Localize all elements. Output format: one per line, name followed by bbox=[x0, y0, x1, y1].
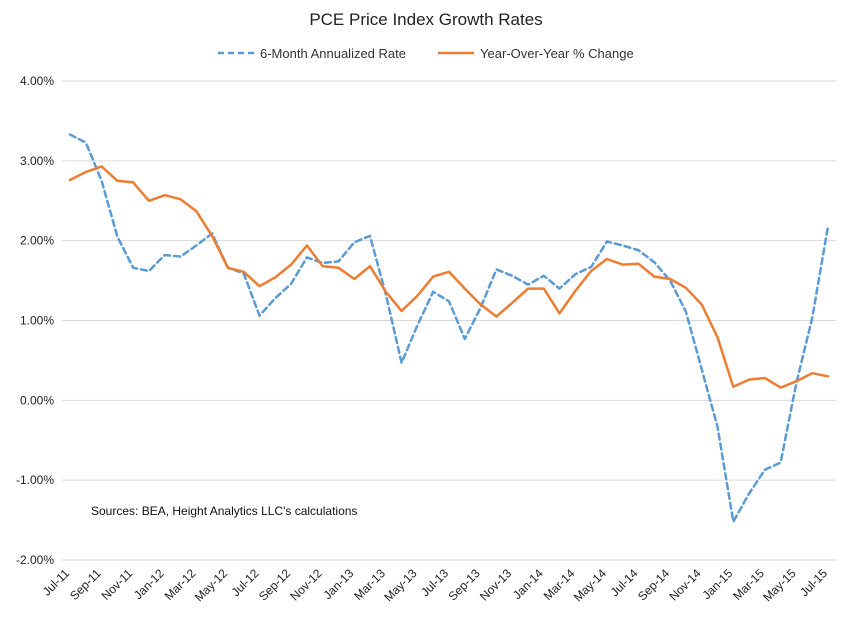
legend-label-yoy: Year-Over-Year % Change bbox=[480, 46, 634, 61]
y-tick-label: -2.00% bbox=[16, 553, 54, 567]
legend: 6-Month Annualized Rate Year-Over-Year %… bbox=[218, 46, 634, 61]
y-tick-label: 1.00% bbox=[20, 314, 54, 328]
x-tick-label: May-13 bbox=[381, 566, 419, 604]
x-tick-label: Nov-13 bbox=[477, 566, 514, 603]
x-tick-label: Nov-12 bbox=[288, 566, 325, 603]
x-tick-label: Jan-12 bbox=[131, 566, 167, 602]
y-axis: 4.00% 3.00% 2.00% 1.00% 0.00% -1.00% -2.00% bbox=[16, 74, 54, 567]
x-tick-label: Mar-12 bbox=[162, 566, 199, 603]
x-tick-label: Nov-11 bbox=[99, 566, 136, 603]
x-tick-label: Jan-14 bbox=[510, 566, 546, 602]
x-tick-label: Jan-15 bbox=[700, 566, 736, 602]
x-tick-label: May-14 bbox=[571, 566, 609, 604]
series-line-6-month bbox=[68, 133, 830, 523]
legend-label-6-month: 6-Month Annualized Rate bbox=[260, 46, 406, 61]
series-layer bbox=[68, 133, 830, 523]
grid-lines bbox=[62, 80, 836, 561]
x-axis: Jul-11Sep-11Nov-11Jan-12Mar-12May-12Jul-… bbox=[40, 566, 831, 604]
x-tick-label: Sep-14 bbox=[635, 566, 672, 603]
x-tick-label: Jan-13 bbox=[321, 566, 357, 602]
x-tick-label: Sep-11 bbox=[67, 566, 104, 603]
x-tick-label: Nov-14 bbox=[667, 566, 704, 603]
chart-title: PCE Price Index Growth Rates bbox=[309, 10, 542, 29]
y-tick-label: 2.00% bbox=[20, 234, 54, 248]
x-tick-label: Jul-15 bbox=[797, 566, 830, 599]
x-tick-label: May-15 bbox=[760, 566, 798, 604]
y-tick-label: -1.00% bbox=[16, 473, 54, 487]
y-tick-label: 0.00% bbox=[20, 393, 54, 407]
x-tick-label: Mar-15 bbox=[730, 566, 767, 603]
x-tick-label: Mar-14 bbox=[541, 566, 578, 603]
x-tick-label: Mar-13 bbox=[351, 566, 388, 603]
series-line-yoy bbox=[68, 165, 830, 389]
y-tick-label: 4.00% bbox=[20, 74, 54, 88]
x-tick-label: Sep-12 bbox=[256, 566, 293, 603]
x-tick-label: Sep-13 bbox=[445, 566, 482, 603]
x-tick-label: May-12 bbox=[192, 566, 230, 604]
source-note: Sources: BEA, Height Analytics LLC's cal… bbox=[91, 504, 357, 518]
y-tick-label: 3.00% bbox=[20, 154, 54, 168]
